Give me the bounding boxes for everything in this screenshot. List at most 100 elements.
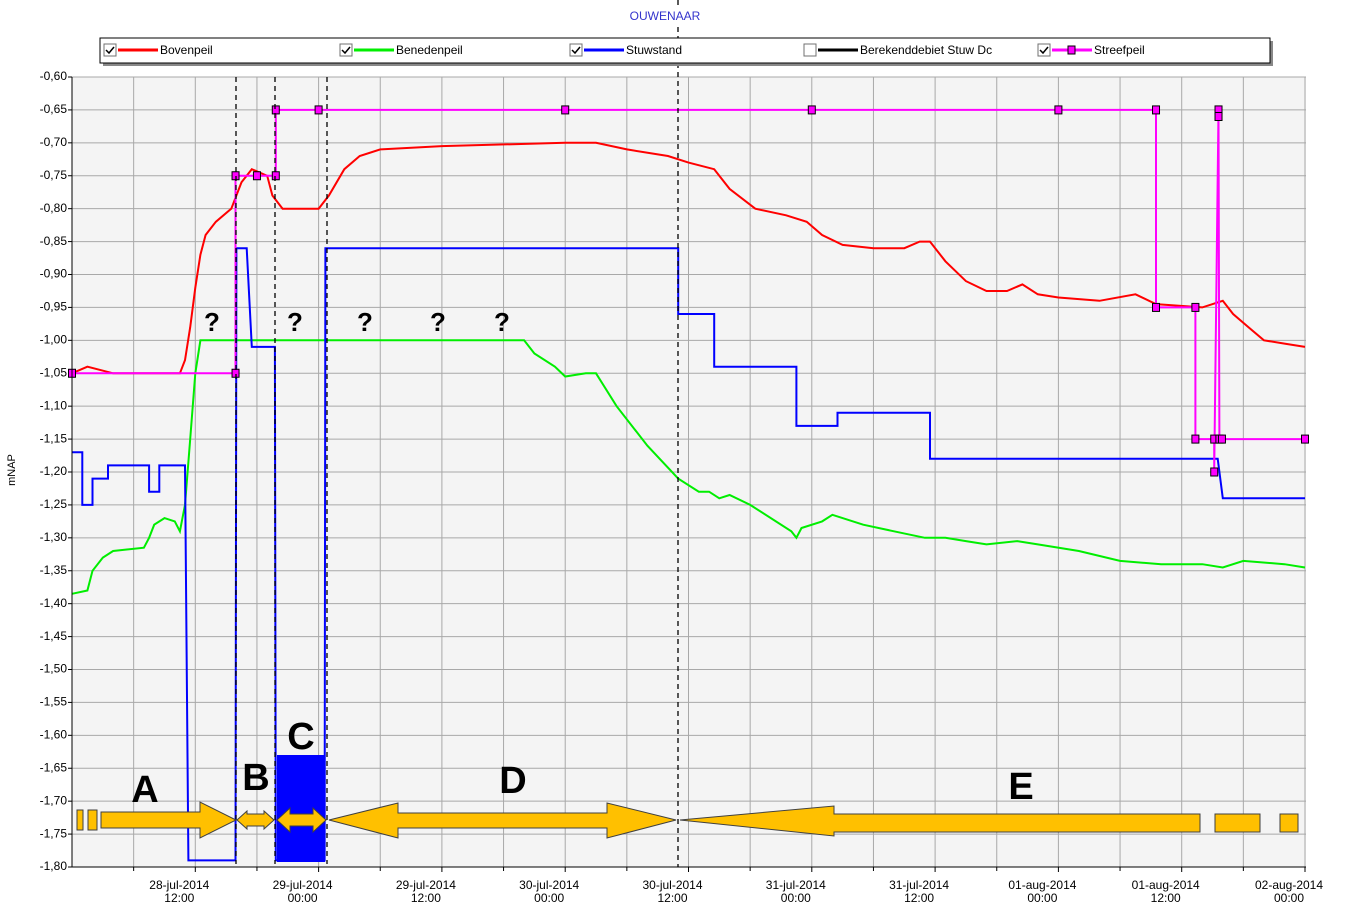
y-tick-label: -1,35 [40, 563, 68, 577]
legend-label: Stuwstand [626, 43, 682, 57]
legend-checkbox [803, 43, 817, 57]
annotation: ? [430, 307, 446, 337]
arrow-block [76, 809, 84, 831]
x-tick-label: 12:00 [1151, 891, 1181, 905]
phase-label: B [242, 757, 269, 799]
x-tick-label: 28-jul-2014 [149, 878, 209, 892]
legend-check [341, 46, 351, 55]
stuwstand-oscillation [277, 755, 325, 862]
x-tick-label: 31-jul-2014 [766, 878, 826, 892]
series-marker [807, 105, 816, 115]
x-tick-label: 29-jul-2014 [396, 878, 456, 892]
chart-title: OUWENAAR [630, 9, 701, 23]
arrow-block [1214, 813, 1261, 833]
y-tick-label: -1,10 [40, 398, 68, 412]
legend-check [1039, 46, 1049, 55]
x-tick-label: 02-aug-2014 [1255, 878, 1323, 892]
legend-entries: Bovenpeil Benedenpeil Stuwstand Berekenddeb… [103, 43, 1145, 57]
annotation: ? [494, 307, 510, 337]
y-tick-label: -0,75 [40, 168, 68, 182]
arrow-c [276, 806, 327, 834]
annotation: ? [204, 307, 220, 337]
arrow-a [100, 801, 238, 839]
title-bg [618, 8, 714, 24]
series-marker [1054, 105, 1063, 115]
y-tick-label: -1,00 [40, 333, 68, 347]
series-line [71, 339, 1306, 595]
y-tick-label: -1,15 [40, 431, 68, 445]
legend-marker [1067, 45, 1076, 55]
x-tick-label: 29-jul-2014 [273, 878, 333, 892]
legend-checkbox [569, 43, 583, 57]
annotation: ? [287, 307, 303, 337]
phase-arrows [76, 801, 1299, 839]
x-tick-label: 12:00 [164, 891, 194, 905]
y-axis-label: mNAP [6, 454, 18, 486]
x-tick-label: 00:00 [1027, 891, 1057, 905]
legend-label: Berekenddebiet Stuw Dc [860, 43, 992, 57]
phase-label: D [499, 760, 526, 802]
series-line [71, 141, 1306, 375]
arrow-block [1279, 813, 1299, 833]
y-tick-label: -0,65 [40, 102, 68, 116]
series-marker [1191, 434, 1200, 444]
y-tick-label: -0,95 [40, 300, 68, 314]
x-tick-label: 01-aug-2014 [1132, 878, 1200, 892]
legend-label: Streefpeil [1094, 43, 1145, 57]
y-tick-label: -1,40 [40, 596, 68, 610]
legend-check [571, 46, 581, 55]
series-marker [314, 105, 323, 115]
series-marker [271, 105, 280, 115]
phase-label: E [1008, 766, 1033, 808]
y-tick-label: -1,65 [40, 760, 68, 774]
x-tick-label: 00:00 [288, 891, 318, 905]
arrow-d [328, 802, 677, 839]
x-tick-label: 00:00 [534, 891, 564, 905]
annotation: ? [357, 307, 373, 337]
x-tick-label: 30-jul-2014 [519, 878, 579, 892]
y-tick-label: -1,75 [40, 826, 68, 840]
y-tick-label: -0,70 [40, 135, 68, 149]
legend-label: Benedenpeil [396, 43, 463, 57]
series-line [72, 247, 1305, 862]
legend-checkbox [339, 43, 353, 57]
series-marker [1191, 302, 1200, 312]
legend-checkbox [103, 43, 117, 57]
y-tick-label: -0,85 [40, 234, 68, 248]
x-tick-label: 12:00 [904, 891, 934, 905]
x-tick-label: 00:00 [781, 891, 811, 905]
series-layer [68, 105, 1309, 862]
y-tick-label: -1,70 [40, 793, 68, 807]
y-tick-label: -1,30 [40, 530, 68, 544]
series-marker [561, 105, 570, 115]
y-tick-label: -1,80 [40, 859, 68, 873]
x-tick-label: 30-jul-2014 [642, 878, 702, 892]
legend-check [105, 46, 115, 55]
y-tick-label: -1,60 [40, 728, 68, 742]
y-tick-label: -1,20 [40, 464, 68, 478]
series-marker [271, 171, 280, 181]
x-tick-label: 00:00 [1274, 891, 1304, 905]
series-marker [252, 171, 261, 181]
x-tick-label: 12:00 [657, 891, 687, 905]
series-marker [1152, 302, 1161, 312]
series-marker [1152, 105, 1161, 115]
y-tick-label: -1,25 [40, 497, 68, 511]
arrow-block [87, 809, 98, 831]
phase-label: A [131, 769, 158, 811]
series-marker [1214, 112, 1223, 121]
series-marker [1217, 434, 1226, 444]
arrow-b [236, 809, 275, 831]
y-tick-label: -1,55 [40, 695, 68, 709]
y-tick-label: -0,80 [40, 201, 68, 215]
y-tick-label: -1,05 [40, 365, 68, 379]
series-marker [1210, 467, 1219, 477]
x-tick-label: 12:00 [411, 891, 441, 905]
y-tick-label: -1,50 [40, 662, 68, 676]
arrow-e [679, 805, 1201, 837]
legend-checkbox [1037, 43, 1051, 57]
series-marker [1301, 434, 1309, 444]
x-tick-label: 01-aug-2014 [1008, 878, 1076, 892]
x-tick-label: 31-jul-2014 [889, 878, 949, 892]
